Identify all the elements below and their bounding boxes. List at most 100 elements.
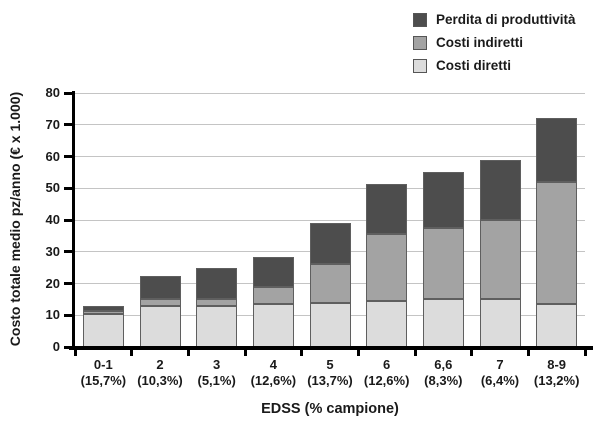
gridline	[75, 187, 585, 189]
x-category-percent: (6,4%)	[480, 373, 520, 388]
x-category-label: 5 (13,7%)	[302, 357, 359, 389]
x-axis-tick	[243, 350, 247, 356]
bar-segment	[309, 223, 351, 265]
bar-segment	[82, 305, 124, 311]
y-tick-label: 80	[45, 85, 60, 100]
bar-segment	[252, 256, 294, 287]
legend-item-label: Costi diretti	[436, 58, 512, 73]
x-category-name: 6	[383, 357, 391, 372]
x-category-percent: (5,1%)	[197, 373, 236, 388]
bar-segment	[196, 299, 238, 306]
bar-segment	[82, 310, 124, 314]
bar-segment	[139, 305, 181, 347]
x-axis-title: EDSS (% campione)	[261, 401, 399, 417]
bar-stack	[196, 267, 238, 347]
x-axis-tick	[356, 350, 360, 356]
bar-segment	[479, 159, 521, 220]
x-category-name: 5	[326, 357, 334, 372]
bar-segment	[536, 181, 578, 305]
bar-segment	[366, 300, 408, 347]
plot-area	[75, 92, 585, 347]
x-category-label: 0-1 (15,7%)	[75, 357, 132, 389]
x-axis-tick	[470, 350, 474, 356]
x-axis-tick	[130, 350, 134, 356]
x-category-label: 6,6 (8,3%)	[415, 357, 472, 389]
y-axis-tick	[64, 91, 72, 95]
x-category-name: 6,6	[434, 357, 453, 372]
x-category-name: 3	[213, 357, 221, 372]
y-tick-label: 40	[45, 212, 60, 227]
bar-segment	[196, 305, 238, 347]
y-axis-tick	[64, 218, 72, 222]
bar-segment	[139, 299, 181, 306]
gridline	[75, 219, 585, 221]
legend-item-label: Costi indiretti	[436, 35, 523, 50]
x-axis-tick	[300, 350, 304, 356]
bar-stack	[309, 223, 351, 347]
x-category-name: 4	[269, 357, 277, 372]
x-axis-line	[69, 346, 593, 350]
y-axis-tick	[64, 155, 72, 158]
x-category-percent: (13,7%)	[307, 373, 353, 388]
y-tick-label: 30	[45, 243, 60, 259]
legend-swatch	[413, 58, 427, 73]
bar-segment	[479, 299, 521, 347]
bar-stack	[139, 275, 181, 347]
y-tick-label: 20	[45, 275, 60, 291]
bar-segment	[536, 118, 578, 182]
bar-stack	[536, 118, 578, 347]
legend-item-label: Perdita di produttività	[436, 12, 576, 27]
bar-segment	[422, 172, 464, 228]
legend-swatch	[413, 12, 427, 27]
bar-segment	[139, 275, 181, 300]
x-category-label: 6 (12,6%)	[358, 357, 415, 389]
x-category-percent: (10,3%)	[137, 373, 183, 388]
bar-segment	[309, 302, 351, 347]
y-tick-label: 50	[45, 180, 60, 196]
bar-stack	[366, 183, 408, 347]
x-category-label: 8-9 (13,2%)	[528, 357, 585, 389]
x-category-label: 7 (6,4%)	[472, 357, 529, 389]
x-category-percent: (13,2%)	[533, 373, 580, 388]
bar-segment	[252, 304, 294, 347]
bar-segment	[366, 234, 408, 301]
x-axis-tick	[413, 350, 417, 356]
bar-segment	[536, 304, 578, 347]
x-axis-tick	[73, 350, 77, 356]
x-category-percent: (8,3%)	[424, 373, 463, 388]
x-axis-tick	[583, 350, 587, 356]
x-axis-tick	[526, 350, 530, 356]
x-category-name: 8-9	[547, 357, 567, 372]
y-axis-tick	[64, 282, 72, 285]
y-tick-label: 10	[45, 307, 60, 323]
bar-segment	[252, 286, 294, 305]
x-category-label: 4 (12,6%)	[245, 357, 302, 389]
bar-stack	[422, 172, 464, 347]
y-tick-label: 70	[45, 116, 60, 132]
bar-segment	[366, 183, 408, 235]
legend-item: Costi diretti	[413, 54, 576, 77]
y-axis-tick	[64, 123, 72, 127]
gridline	[75, 124, 585, 126]
y-tick-label: 60	[45, 148, 60, 164]
bar-segment	[82, 313, 124, 347]
bar-segment	[479, 220, 521, 300]
gridline	[75, 92, 585, 94]
x-category-label: 3 (5,1%)	[188, 357, 245, 389]
gridline	[75, 156, 585, 157]
legend: Perdita di produttività Costi indiretti Co…	[413, 8, 576, 77]
x-category-percent: (15,7%)	[80, 373, 127, 388]
bar-segment	[196, 267, 238, 300]
x-category-percent: (12,6%)	[250, 373, 297, 388]
x-category-name: 7	[496, 357, 504, 372]
x-category-name: 0-1	[93, 357, 113, 372]
bar-stack	[252, 256, 294, 347]
legend-item: Costi indiretti	[413, 31, 576, 54]
legend-swatch	[413, 35, 427, 50]
bar-stack	[82, 305, 124, 347]
y-axis-tick	[64, 186, 72, 190]
x-category-label: 2 (10,3%)	[132, 357, 189, 389]
y-tick-label: 0	[52, 339, 60, 354]
bar-stack	[479, 159, 521, 347]
